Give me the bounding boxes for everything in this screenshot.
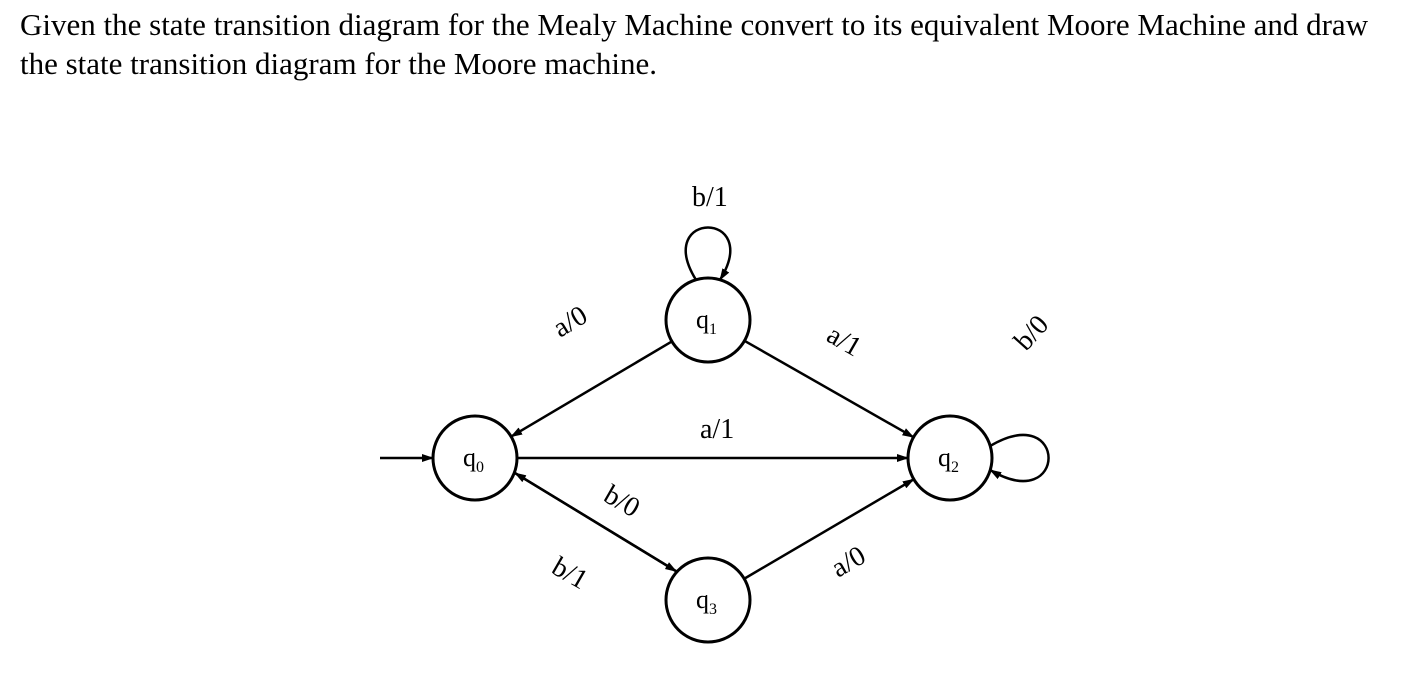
state-label-q0: q0: [463, 443, 484, 476]
edge-label-q0-q3: b/0: [599, 479, 645, 524]
problem-statement: Given the state transition diagram for t…: [20, 6, 1400, 84]
states-group: q0 q1 q2 q3: [433, 278, 992, 642]
edge-label-q1-q1: b/1: [692, 182, 728, 213]
edge-q1-q0: [511, 341, 672, 436]
edges-group: a/0b/1a/1a/1b/0b/1a/0b/0: [380, 182, 1055, 596]
edge-label-q3-q0: b/1: [547, 551, 593, 596]
edge-q2-q2-loop: [990, 435, 1048, 481]
state-label-q3: q3: [696, 585, 717, 618]
state-label-q1: q1: [696, 305, 717, 338]
edge-label-q1-q2: a/1: [822, 319, 867, 363]
page: Given the state transition diagram for t…: [0, 0, 1415, 697]
edge-q1-q1-loop: [686, 227, 730, 279]
edge-label-q0-q2: a/1: [700, 414, 734, 445]
edge-label-q3-q2: a/0: [826, 540, 871, 584]
mealy-diagram: a/0b/1a/1a/1b/0b/1a/0b/0q0q1q2q3: [370, 180, 1090, 690]
state-label-q2: q2: [938, 443, 959, 476]
edge-label-q2-q2: b/0: [1008, 309, 1055, 356]
edge-q1-q2: [744, 341, 913, 437]
edge-label-q1-q0: a/0: [548, 300, 593, 344]
edge-q3-q0: [515, 473, 676, 571]
state-diagram-svg: a/0b/1a/1a/1b/0b/1a/0b/0q0q1q2q3: [370, 180, 1090, 690]
